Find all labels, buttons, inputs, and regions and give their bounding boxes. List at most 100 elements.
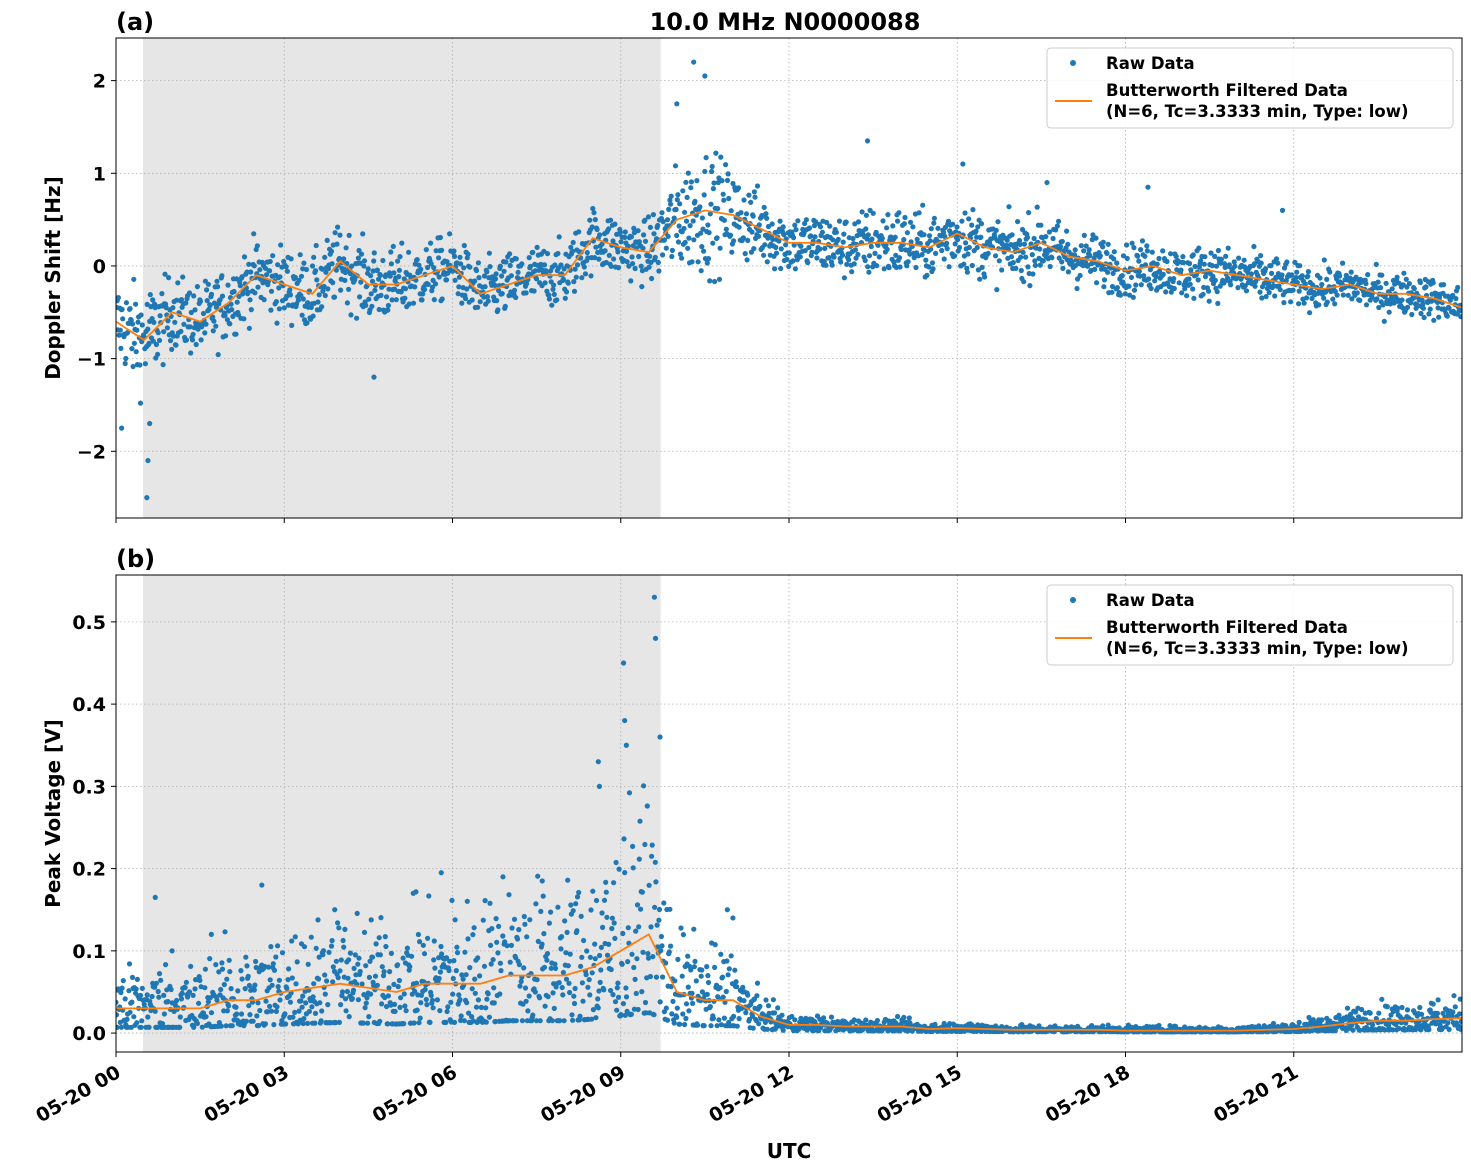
raw-data-point [624, 259, 630, 265]
raw-data-point [944, 240, 950, 246]
raw-data-point [344, 300, 350, 306]
raw-data-point [859, 209, 865, 215]
raw-data-point [374, 267, 380, 273]
raw-data-point [1029, 252, 1035, 258]
y-tick-label: 0.4 [72, 694, 106, 716]
raw-data-point [705, 979, 712, 986]
raw-data-point [311, 981, 317, 987]
raw-data-point [226, 1003, 232, 1009]
raw-data-point [668, 943, 674, 949]
raw-data-point [560, 969, 567, 976]
raw-data-point [619, 961, 625, 967]
raw-data-point [695, 259, 701, 265]
raw-data-point [702, 73, 708, 79]
raw-data-point [215, 284, 221, 290]
raw-data-point [178, 996, 185, 1002]
raw-data-point [824, 219, 830, 226]
raw-data-point [169, 346, 175, 352]
raw-data-point [531, 288, 537, 294]
raw-data-point [646, 264, 652, 270]
raw-data-point [548, 909, 554, 915]
raw-data-point [429, 284, 436, 290]
raw-data-point [208, 291, 215, 297]
raw-data-point [513, 256, 519, 262]
raw-data-point [628, 234, 635, 240]
raw-data-point [642, 999, 649, 1006]
raw-data-point [1251, 243, 1257, 250]
raw-data-point [475, 997, 481, 1003]
raw-data-point [1182, 286, 1188, 292]
raw-data-point [342, 926, 348, 933]
raw-data-point [1090, 232, 1096, 238]
raw-data-point [572, 266, 578, 272]
raw-data-point [568, 244, 574, 250]
raw-data-point [392, 1008, 398, 1015]
raw-data-point [273, 954, 279, 960]
raw-data-point [495, 307, 501, 313]
raw-data-point [333, 1019, 339, 1026]
raw-data-point [675, 956, 681, 963]
raw-data-point [720, 994, 726, 1000]
raw-data-point [723, 162, 729, 168]
raw-data-point [481, 273, 488, 279]
raw-data-point [653, 879, 659, 885]
raw-data-point [268, 288, 275, 294]
raw-data-point [376, 935, 382, 941]
raw-data-point [1317, 275, 1323, 281]
raw-data-point [288, 256, 294, 262]
raw-data-point [655, 222, 661, 229]
raw-data-point [338, 957, 344, 963]
raw-data-point [622, 234, 628, 240]
raw-data-point [688, 179, 695, 185]
raw-data-point [1373, 261, 1379, 267]
raw-data-point [1111, 256, 1117, 262]
raw-data-point [1262, 266, 1269, 272]
raw-data-point [611, 920, 617, 926]
raw-data-point [118, 989, 124, 996]
raw-data-point [428, 261, 434, 267]
raw-data-point [1081, 248, 1087, 254]
raw-data-point [952, 241, 958, 247]
raw-data-point [874, 1017, 881, 1024]
raw-data-point [174, 997, 180, 1004]
raw-data-point [790, 258, 796, 264]
raw-data-point [1406, 281, 1412, 287]
raw-data-point [637, 818, 643, 824]
raw-data-point [1399, 297, 1405, 303]
raw-data-point [610, 992, 616, 998]
raw-data-point [431, 265, 437, 271]
raw-data-point [1433, 1021, 1439, 1027]
legend-entry: (N=6, Tc=3.3333 min, Type: low) [1106, 639, 1409, 658]
raw-data-point [664, 217, 671, 223]
raw-data-point [570, 239, 576, 246]
raw-data-point [614, 985, 620, 991]
raw-data-point [977, 276, 983, 282]
raw-data-point [342, 996, 349, 1002]
raw-data-point [732, 967, 738, 973]
raw-data-point [398, 995, 404, 1001]
raw-data-point [566, 980, 572, 986]
raw-data-point [504, 943, 510, 949]
raw-data-point [1232, 263, 1238, 269]
raw-data-point [473, 267, 480, 274]
raw-data-point [1269, 270, 1275, 276]
raw-data-point [570, 1017, 576, 1023]
raw-data-point [744, 257, 750, 263]
raw-data-point [129, 346, 135, 352]
raw-data-point [1307, 310, 1313, 316]
raw-data-point [213, 323, 219, 329]
raw-data-point [459, 972, 465, 978]
raw-data-point [803, 217, 810, 223]
raw-data-point [1248, 271, 1254, 277]
raw-data-point [690, 218, 696, 224]
raw-data-point [267, 268, 273, 274]
raw-data-point [979, 264, 985, 270]
raw-data-point [1365, 272, 1371, 278]
raw-data-point [564, 929, 570, 936]
raw-data-point [324, 237, 330, 243]
raw-data-point [595, 1005, 601, 1011]
raw-data-point [1136, 258, 1142, 264]
raw-data-point [699, 967, 705, 973]
raw-data-point [638, 263, 644, 269]
